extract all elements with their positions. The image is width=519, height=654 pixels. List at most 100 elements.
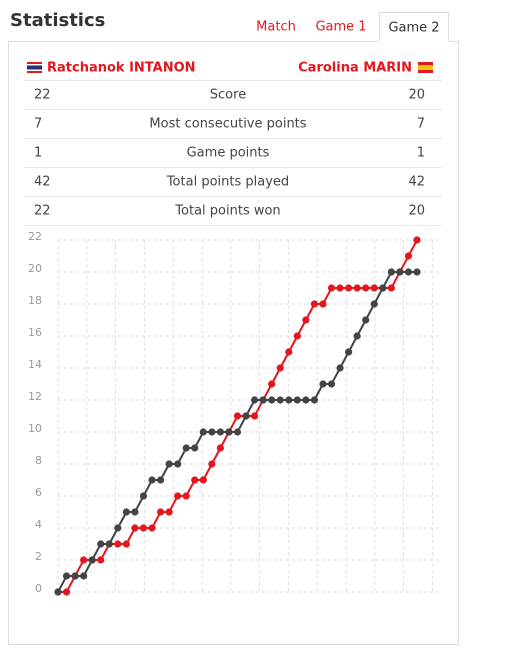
point xyxy=(404,268,413,276)
y-tick-label: 4 xyxy=(35,518,42,531)
point xyxy=(139,492,148,500)
point xyxy=(233,428,242,436)
point xyxy=(71,572,79,580)
point xyxy=(122,540,130,548)
point xyxy=(216,444,225,452)
point xyxy=(404,252,413,260)
point xyxy=(62,588,71,596)
stat-label: Most consecutive points xyxy=(149,117,306,132)
point xyxy=(233,412,242,420)
point xyxy=(353,284,361,292)
point xyxy=(174,492,182,500)
y-tick-label: 12 xyxy=(28,390,42,403)
point xyxy=(362,284,370,292)
stat-label: Total points won xyxy=(174,204,280,219)
point xyxy=(302,316,310,324)
point xyxy=(302,396,310,404)
point xyxy=(379,284,387,292)
stat-value: 7 xyxy=(34,117,42,132)
point xyxy=(165,508,173,516)
point xyxy=(310,300,319,308)
point xyxy=(54,588,62,596)
point xyxy=(208,460,216,468)
stat-value: 20 xyxy=(408,204,425,219)
y-tick-label: 10 xyxy=(28,422,42,435)
y-tick-label: 0 xyxy=(35,582,42,595)
y-tick-label: 14 xyxy=(28,358,42,371)
point xyxy=(80,556,88,564)
point xyxy=(353,332,361,340)
stat-value: 22 xyxy=(34,204,51,219)
point xyxy=(199,428,207,436)
point xyxy=(336,364,344,372)
point xyxy=(285,396,293,404)
point xyxy=(131,524,139,532)
point xyxy=(80,572,88,580)
point xyxy=(387,268,395,276)
tab[interactable]: Match xyxy=(256,20,296,35)
point xyxy=(199,476,207,484)
point xyxy=(156,508,165,516)
point xyxy=(413,236,421,244)
stat-value: 1 xyxy=(34,146,42,161)
y-tick-label: 18 xyxy=(28,294,42,307)
point xyxy=(276,396,284,404)
y-tick-label: 20 xyxy=(28,262,42,275)
flag-thailand xyxy=(27,62,42,73)
point xyxy=(191,444,199,452)
point xyxy=(97,540,105,548)
point xyxy=(250,396,259,404)
player-name: Carolina MARIN xyxy=(298,61,412,76)
point xyxy=(396,268,404,276)
point xyxy=(319,300,327,308)
point xyxy=(336,284,344,292)
y-tick-label: 16 xyxy=(28,326,42,339)
point xyxy=(327,284,336,292)
stat-value: 42 xyxy=(34,175,51,190)
point xyxy=(259,396,267,404)
y-tick-label: 2 xyxy=(35,550,42,563)
point xyxy=(216,428,225,436)
point xyxy=(345,284,353,292)
point xyxy=(293,396,301,404)
point xyxy=(413,268,421,276)
point xyxy=(242,412,250,420)
stat-label: Score xyxy=(210,88,246,103)
point xyxy=(182,492,190,500)
point xyxy=(165,460,173,468)
point xyxy=(88,556,96,564)
y-tick-label: 8 xyxy=(35,454,42,467)
panel xyxy=(8,41,459,645)
tab[interactable]: Game 1 xyxy=(315,20,366,35)
point xyxy=(62,572,71,580)
tab[interactable]: Game 2 xyxy=(388,21,439,36)
stat-label: Total points played xyxy=(166,175,289,190)
point xyxy=(148,476,156,484)
point xyxy=(345,348,353,356)
point xyxy=(370,284,378,292)
point xyxy=(114,524,122,532)
point xyxy=(319,380,327,388)
active-tab[interactable] xyxy=(379,12,449,43)
point xyxy=(122,508,130,516)
flag-spain xyxy=(418,62,433,73)
point xyxy=(131,508,139,516)
point xyxy=(285,348,293,356)
point xyxy=(156,476,165,484)
point xyxy=(276,364,284,372)
point xyxy=(174,460,182,468)
point xyxy=(139,524,148,532)
point xyxy=(114,540,122,548)
point xyxy=(387,284,395,292)
point xyxy=(310,396,319,404)
point xyxy=(97,556,105,564)
point xyxy=(105,540,113,548)
stat-value: 1 xyxy=(417,146,425,161)
point xyxy=(225,428,233,436)
point xyxy=(327,380,336,388)
point xyxy=(191,476,199,484)
point xyxy=(148,524,156,532)
stat-value: 22 xyxy=(34,88,51,103)
point xyxy=(362,316,370,324)
